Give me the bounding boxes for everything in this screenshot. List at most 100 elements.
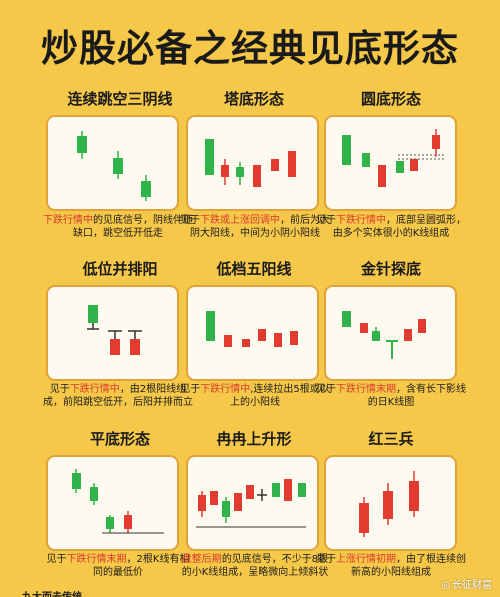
candle-bull xyxy=(124,515,132,529)
chart-panel-7 xyxy=(46,455,179,551)
candle-bear xyxy=(77,136,87,153)
pattern-title-3: 圆底形态 xyxy=(360,90,421,108)
desc-text: 的见底信号，不少于8根的小K线组成，呈略微向上倾斜状 xyxy=(181,554,329,578)
candle-bear xyxy=(396,161,404,173)
desc-text: 见于 xyxy=(316,554,336,565)
candle-bull xyxy=(234,493,242,511)
desc-highlight: 下跌行情末期 xyxy=(336,384,396,395)
desc-text: 见于 xyxy=(180,384,201,395)
candle-bull xyxy=(210,491,218,505)
page-title: 炒股必备之经典见底形态 xyxy=(41,27,459,70)
candlestick-illustration xyxy=(342,311,426,359)
desc-text: 见于 xyxy=(316,215,336,226)
pattern-title-7: 平底形态 xyxy=(89,430,150,448)
candle-bull xyxy=(198,495,206,511)
candle-bull xyxy=(404,329,412,341)
candle-bear xyxy=(206,311,215,341)
candle-bull xyxy=(258,329,266,341)
candle-bull xyxy=(221,165,229,177)
pattern-desc-5: 见于下跌行情中,连续拉出5根或以上的小阳线 xyxy=(180,383,330,409)
desc-text: 见于 xyxy=(49,384,70,395)
pattern-desc-6: 见于下跌行情末期，含有长下影线的日K线图 xyxy=(316,383,466,409)
desc-highlight: 下跌行情中 xyxy=(336,215,386,226)
chart-panel-9 xyxy=(324,455,457,551)
chart-panel-4 xyxy=(46,285,179,381)
desc-text: ,连续拉出5根或以上的小阳线 xyxy=(230,384,330,408)
candle-bear xyxy=(342,311,351,327)
candlestick-illustration xyxy=(196,479,306,528)
pattern-title-6: 金针探底 xyxy=(360,260,421,278)
candle-bull xyxy=(274,333,282,347)
candlestick-illustration xyxy=(205,139,296,187)
desc-text: ，由了根连续创新高的小阳线组成 xyxy=(351,554,466,578)
candle-bull xyxy=(359,503,369,533)
candlestick-illustration xyxy=(359,471,419,537)
candle-bear xyxy=(222,501,230,517)
desc-highlight: 下跌行情中 xyxy=(69,384,120,395)
pattern-desc-1: 下跌行情中的见底信号，阴线伴随缺口，跳空低开低走 xyxy=(43,214,193,240)
desc-highlight: 上涨行情初期 xyxy=(336,554,396,565)
pattern-title-1: 连续跳空三阴线 xyxy=(67,90,173,108)
desc-text: ，底部呈圆弧形，由多个实体很小的K线组成 xyxy=(332,215,466,239)
desc-text: ，由2根阳线组成，前阳跳空低开，后阳并排而立 xyxy=(43,384,193,408)
candle-bull xyxy=(360,323,368,333)
pattern-desc-9: 见于上涨行情初期，由了根连续创新高的小阳线组成 xyxy=(316,553,466,579)
pattern-desc-8: 盘整后期的见底信号，不少于8根的小K线组成，呈略微向上倾斜状 xyxy=(180,553,330,579)
watermark-text: 长征财富 xyxy=(452,580,492,591)
chart-panel-8 xyxy=(186,455,319,551)
candle-bull xyxy=(284,479,292,501)
desc-highlight: 盘整后期 xyxy=(181,554,222,565)
candle-bear xyxy=(272,483,280,497)
desc-text: ，前后为大阴大阳线，中间为小阴小阳线 xyxy=(190,215,330,239)
candle-bear xyxy=(141,181,151,197)
candle-bull xyxy=(130,339,140,355)
pattern-title-2: 塔底形态 xyxy=(223,90,284,108)
desc-highlight: 下跌或上涨回调中 xyxy=(200,215,280,226)
candle-bull xyxy=(378,165,386,187)
candle-bull xyxy=(432,135,440,149)
desc-highlight: 下跌行情末期 xyxy=(66,554,127,565)
chart-panel-5 xyxy=(186,285,319,381)
desc-text: ，含有长下影线的日K线图 xyxy=(367,384,466,408)
weibo-icon: ◎ xyxy=(441,580,450,591)
chart-panel-3 xyxy=(324,115,457,211)
pattern-title-4: 低位并排阳 xyxy=(82,260,158,278)
watermark: ◎ 长征财富 xyxy=(441,576,492,591)
pattern-desc-4: 见于下跌行情中，由2根阳线组成，前阳跳空低开，后阳并排而立 xyxy=(43,383,193,409)
pattern-title-5: 低档五阳线 xyxy=(216,260,292,278)
desc-text: ，2根K线有相同的最低价 xyxy=(93,554,190,578)
candle-bear xyxy=(372,331,380,341)
chart-panel-1 xyxy=(46,115,179,211)
candle-bear xyxy=(342,135,351,165)
chart-panel-6 xyxy=(324,285,457,381)
candle-bull xyxy=(409,481,419,511)
candle-bull xyxy=(246,485,254,499)
candle-bull xyxy=(410,159,418,171)
candle-bull xyxy=(253,165,261,187)
candlestick-illustration xyxy=(87,305,142,355)
candle-bull xyxy=(290,331,298,345)
candlestick-illustration xyxy=(72,469,164,534)
candle-bull xyxy=(110,339,120,355)
candle-bear xyxy=(88,305,98,323)
candle-bear xyxy=(90,487,98,501)
candle-bull xyxy=(288,151,296,177)
candle-bull xyxy=(383,491,393,519)
candle-bear xyxy=(72,473,81,489)
candle-bull xyxy=(271,159,279,171)
candle-bull xyxy=(224,335,232,347)
candle-bear xyxy=(362,153,370,167)
pattern-desc-2: 见于下跌或上涨回调中，前后为大阴大阳线，中间为小阴小阳线 xyxy=(180,214,330,240)
pattern-title-8: 冉冉上升形 xyxy=(216,430,292,448)
candle-bear xyxy=(205,139,214,175)
candlestick-illustration xyxy=(77,131,151,201)
pattern-title-9: 红三兵 xyxy=(368,430,414,448)
candle-bear xyxy=(236,167,244,177)
pattern-desc-7: 见于下跌行情末期，2根K线有相同的最低价 xyxy=(43,553,193,579)
candle-bull xyxy=(242,339,250,347)
desc-text: 的见底信号，阴线伴随缺口，跳空低开低走 xyxy=(73,215,193,239)
desc-text: 见于 xyxy=(46,554,67,565)
candlestick-illustration xyxy=(206,311,298,347)
chart-panel-2 xyxy=(186,115,319,211)
candle-bear xyxy=(113,158,123,174)
